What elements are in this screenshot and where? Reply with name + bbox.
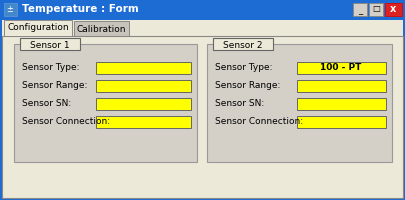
Bar	[4, 3, 17, 16]
Text: 100 - PT: 100 - PT	[320, 64, 362, 72]
Text: Sensor Type:: Sensor Type:	[215, 62, 273, 72]
Text: Sensor 2: Sensor 2	[223, 40, 263, 49]
Bar	[297, 116, 386, 128]
Text: ±: ±	[6, 5, 13, 14]
Text: Temperature : Form: Temperature : Form	[22, 4, 139, 15]
Bar	[96, 98, 191, 110]
Text: _: _	[358, 6, 362, 16]
Text: □: □	[372, 4, 380, 14]
Text: Sensor Range:: Sensor Range:	[22, 80, 87, 90]
Bar	[4, 20, 72, 36]
Bar	[96, 80, 191, 92]
Text: x: x	[390, 4, 396, 14]
Bar	[96, 116, 191, 128]
Text: Sensor SN:: Sensor SN:	[215, 98, 264, 108]
Text: Sensor SN:: Sensor SN:	[22, 98, 71, 108]
Text: Calibration: Calibration	[76, 24, 126, 33]
Bar	[353, 3, 367, 16]
Bar	[369, 3, 383, 16]
Bar	[297, 80, 386, 92]
Text: Sensor Range:: Sensor Range:	[215, 80, 280, 90]
Bar	[2, 2, 403, 20]
Text: Configuration: Configuration	[7, 23, 69, 32]
Text: Sensor 1: Sensor 1	[30, 40, 70, 49]
Bar	[297, 98, 386, 110]
Bar	[2, 20, 403, 198]
Bar	[213, 38, 273, 50]
Bar	[96, 62, 191, 74]
Text: Sensor Connection:: Sensor Connection:	[215, 116, 303, 126]
Bar	[14, 44, 197, 162]
Bar	[74, 21, 129, 36]
Bar	[207, 44, 392, 162]
Bar	[385, 3, 402, 16]
Text: Sensor Connection:: Sensor Connection:	[22, 116, 110, 126]
Bar	[2, 36, 403, 198]
Bar	[297, 62, 386, 74]
Bar	[20, 38, 80, 50]
Text: Sensor Type:: Sensor Type:	[22, 62, 79, 72]
